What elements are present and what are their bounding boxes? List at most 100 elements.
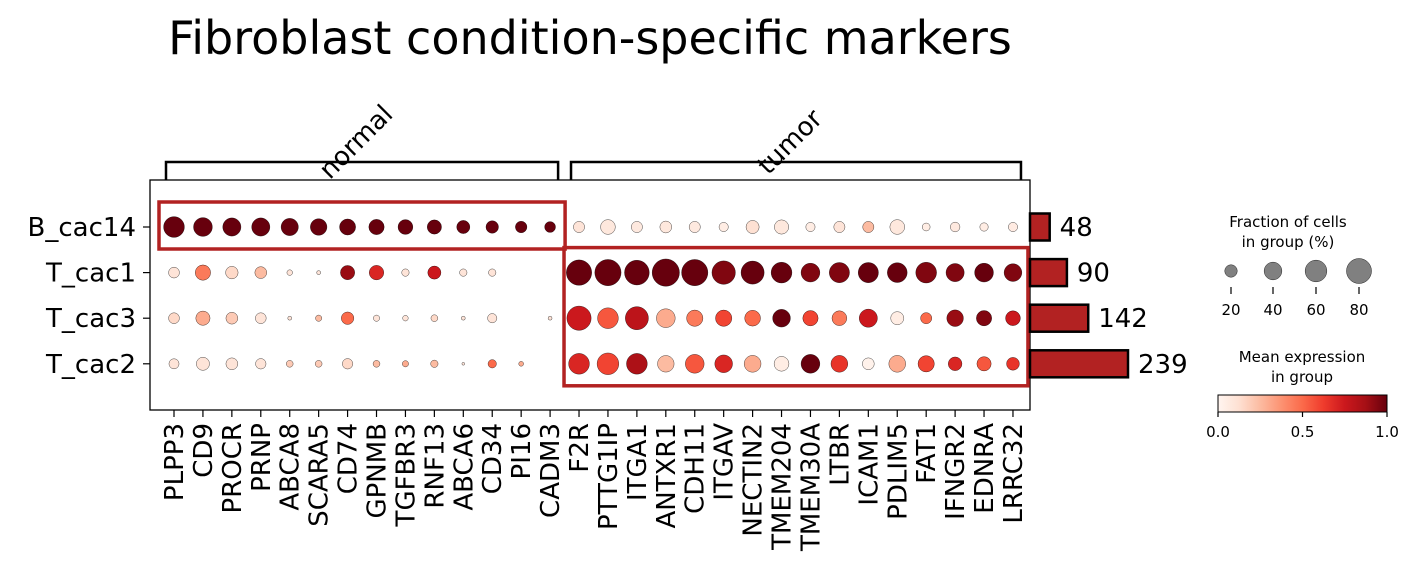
x-label-PRNP: PRNP: [247, 423, 277, 492]
dot-B_cac14-PLPP3: [163, 216, 185, 238]
cell-count-bars: 48 90 142 239: [1028, 212, 1188, 380]
dot-T_cac3-CD9: [195, 310, 211, 326]
dot-T_cac3-ITGA1: [625, 306, 649, 330]
dot-T_cac3-ICAM1: [859, 308, 878, 328]
x-label-ABCA6: ABCA6: [449, 423, 479, 511]
dot-B_cac14-ABCA8: [280, 218, 299, 236]
dot-B_cac14-RNF13: [427, 219, 442, 235]
count-bar-B_cac14: [1028, 212, 1051, 242]
dot-T_cac1-F2R: [566, 259, 592, 286]
dot-B_cac14-TGFBR3: [397, 219, 414, 235]
dot-T_cac3-ANTXR1: [656, 308, 676, 328]
x-label-PI16: PI16: [507, 423, 537, 479]
dot-T_cac2-GPNMB: [372, 360, 381, 368]
dot-B_cac14-CD34: [485, 220, 499, 234]
dot-T_cac2-TGFBR3: [402, 360, 409, 368]
dot-T_cac3-IFNGR2: [946, 309, 964, 327]
size-legend-title: Fraction of cells: [1229, 213, 1347, 231]
dot-B_cac14-ITGA1: [631, 221, 643, 233]
dot-B_cac14-GPNMB: [368, 219, 385, 235]
group-bracket-tumor: [569, 160, 1023, 180]
dot-T_cac1-TMEM204: [770, 262, 793, 284]
dot-T_cac2-CD34: [487, 359, 497, 369]
dot-T_cac2-IFNGR2: [948, 356, 963, 371]
x-label-EDNRA: EDNRA: [970, 423, 1000, 514]
dot-B_cac14-ABCA6: [456, 220, 471, 234]
dot-T_cac2-CD74: [342, 358, 353, 370]
colorbar-tick-label: 0.5: [1291, 423, 1315, 441]
dot-T_cac2-PDLIM5: [888, 355, 906, 373]
x-label-CD74: CD74: [334, 423, 364, 494]
x-label-PTTG1IP: PTTG1IP: [594, 423, 624, 530]
x-label-CADM3: CADM3: [536, 423, 566, 518]
dot-B_cac14-PDLIM5: [889, 219, 905, 235]
y-axis-labels: B_cac14 T_cac1 T_cac3 T_cac2: [28, 213, 136, 380]
dot-T_cac3-ITGAV: [715, 309, 733, 327]
dot-T_cac2-SCARA5: [315, 360, 323, 368]
dot-T_cac2-LTBR: [830, 355, 848, 373]
dot-T_cac3-CDH11: [686, 309, 704, 327]
size-legend-dot-20: [1224, 264, 1238, 278]
dot-T_cac1-TGFBR3: [401, 268, 410, 277]
count-bar-T_cac2: [1028, 349, 1130, 379]
size-legend-tick-label: 60: [1306, 301, 1325, 319]
dot-T_cac1-ITGAV: [711, 260, 736, 285]
dot-B_cac14-CD74: [339, 218, 356, 236]
dot-T_cac2-RNF13: [430, 359, 439, 368]
x-label-F2R: F2R: [565, 423, 595, 473]
x-label-ITGA1: ITGA1: [623, 423, 653, 501]
dot-T_cac3-EDNRA: [976, 310, 992, 327]
x-label-TGFBR3: TGFBR3: [391, 423, 421, 527]
dot-T_cac3-TMEM204: [772, 309, 791, 328]
dot-B_cac14-F2R: [573, 221, 585, 233]
group-label-normal: normal: [314, 100, 400, 186]
dot-T_cac1-TMEM30A: [800, 263, 821, 283]
dot-B_cac14-IFNGR2: [950, 221, 961, 233]
dot-T_cac1-PROCR: [225, 266, 239, 280]
dot-T_cac2-ITGAV: [714, 354, 733, 373]
x-label-TMEM204: TMEM204: [768, 423, 798, 551]
x-label-ICAM1: ICAM1: [854, 423, 884, 506]
count-bar-T_cac3: [1028, 303, 1090, 333]
count-label-T_cac1: 90: [1077, 259, 1110, 289]
highlight-box-1: [562, 245, 1030, 388]
y-label-T_cac1: T_cac1: [45, 259, 136, 289]
x-label-ABCA8: ABCA8: [276, 423, 306, 511]
dot-T_cac3-TMEM30A: [802, 310, 819, 327]
colorbar-tick-label: 0.0: [1206, 423, 1230, 441]
x-label-LTBR: LTBR: [825, 423, 855, 486]
dot-T_cac1-PDLIM5: [887, 262, 908, 283]
dot-B_cac14-NECTIN2: [745, 220, 760, 234]
dot-T_cac1-PLPP3: [168, 267, 180, 279]
dot-T_cac2-ICAM1: [862, 357, 875, 370]
dot-T_cac1-NECTIN2: [740, 260, 765, 285]
dot-T_cac3-SCARA5: [315, 314, 322, 322]
size-legend-tick-label: 40: [1263, 301, 1282, 319]
size-legend-dot-80: [1346, 258, 1372, 284]
x-label-NECTIN2: NECTIN2: [739, 423, 769, 537]
count-label-T_cac3: 142: [1098, 304, 1148, 334]
dot-T_cac1-LRRC32: [1003, 263, 1022, 282]
dot-B_cac14-LTBR: [833, 221, 846, 233]
y-label-T_cac2: T_cac2: [45, 350, 136, 380]
x-label-CD9: CD9: [189, 423, 219, 478]
x-label-CD34: CD34: [478, 423, 508, 494]
dot-T_cac2-NECTIN2: [744, 355, 762, 373]
dot-T_cac1-ANTXR1: [651, 258, 680, 287]
dot-T_cac3-F2R: [566, 305, 592, 331]
dot-T_cac1-CD74: [340, 265, 355, 280]
x-label-ANTXR1: ANTXR1: [652, 423, 682, 529]
dot-B_cac14-ICAM1: [862, 221, 875, 233]
dot-T_cac3-PDLIM5: [890, 311, 904, 325]
dot-T_cac2-LRRC32: [1006, 357, 1020, 371]
size-legend-dot-40: [1263, 261, 1283, 281]
dot-B_cac14-CDH11: [688, 221, 701, 233]
x-label-ITGAV: ITGAV: [710, 423, 740, 501]
size-legend: Fraction of cells in group (%) 20 40 60 80: [1221, 213, 1372, 319]
group-bracket-normal: [164, 160, 560, 180]
dot-T_cac2-EDNRA: [976, 356, 992, 372]
dot-T_cac3-LTBR: [831, 310, 847, 326]
dot-T_cac2-PRNP: [255, 358, 267, 370]
dot-T_cac1-GPNMB: [369, 265, 384, 281]
